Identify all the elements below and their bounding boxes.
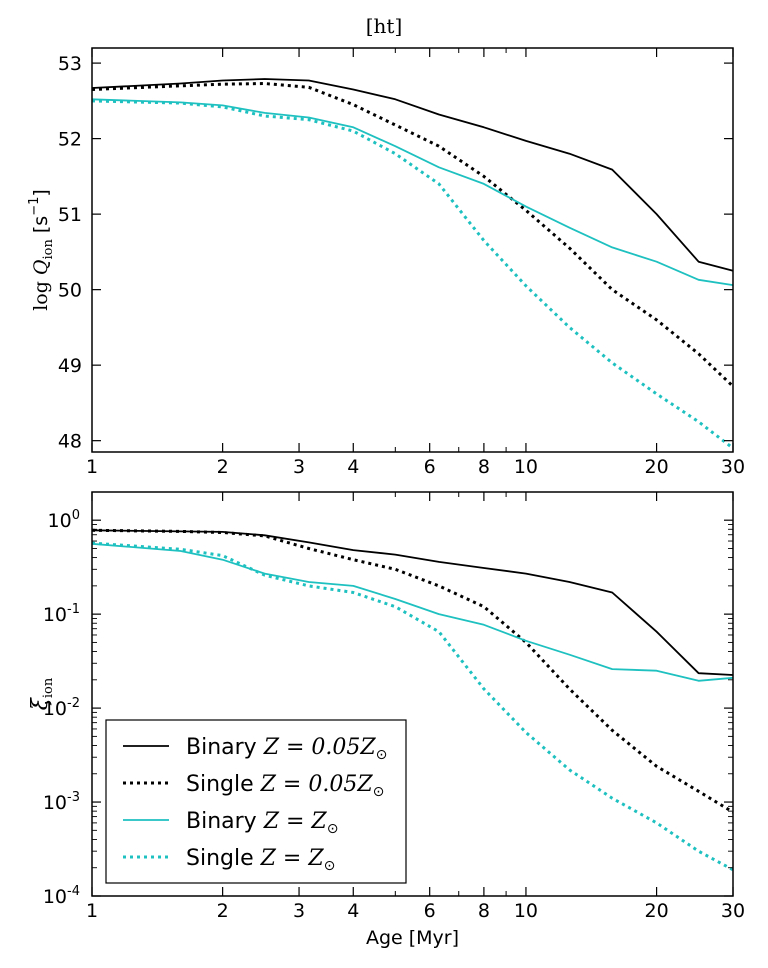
y-tick-label: 10-1 [43, 602, 80, 626]
x-tick-label: 3 [293, 900, 305, 922]
x-tick-label: 10 [514, 900, 538, 922]
series-line-cyan-solid [91, 98, 734, 286]
x-tick-label: 1 [86, 456, 98, 478]
series-line-black-dotted [91, 82, 735, 388]
y-tick-label: 49 [58, 355, 82, 377]
x-tick-label: 8 [478, 900, 490, 922]
x-axis-label: Age [Myr] [366, 927, 459, 949]
x-tick-label: 10 [514, 456, 538, 478]
page-title: [ht] [365, 14, 403, 38]
x-tick-label: 8 [478, 456, 490, 478]
y-tick-label: 53 [58, 53, 82, 75]
legend-entry-label: Binary Z = 0.05Z⊙ [186, 735, 387, 763]
y-tick-label: 100 [48, 508, 80, 532]
x-tick-label: 30 [721, 900, 745, 922]
x-tick-label: 1 [86, 900, 98, 922]
series-line-cyan-dotted [91, 541, 734, 872]
y-tick-label: 52 [58, 129, 82, 151]
series-line-cyan-dotted [91, 99, 734, 450]
x-tick-label: 30 [721, 456, 745, 478]
series-line-cyan-solid [91, 542, 734, 682]
legend-entry-label: Binary Z = Z⊙ [186, 809, 338, 837]
x-tick-label: 6 [424, 456, 436, 478]
x-tick-label: 4 [347, 900, 359, 922]
series-line-black-solid [91, 78, 734, 272]
y-axis-label: ξion [28, 677, 56, 710]
x-tick-label: 2 [217, 456, 229, 478]
panel-top-ionizing-photon-rate: 1 2 3 4 6 8 10 20 30 48 49 50 51 52 53 log Qion [s−1] [27, 47, 745, 478]
series-line-black-solid [91, 529, 734, 676]
y-tick-label: 51 [58, 204, 82, 226]
y-axis-label: log Qion [s−1] [27, 189, 56, 311]
y-tick-label: 50 [58, 280, 82, 302]
y-tick-label: 10-2 [43, 696, 80, 720]
y-tick-label: 10-3 [43, 790, 80, 814]
plot-frame [91, 47, 734, 453]
legend: Binary Z = 0.05Z⊙ Single Z = 0.05Z⊙ Binary… [105, 719, 407, 884]
x-tick-label: 20 [644, 456, 668, 478]
legend-entry-label: Single Z = 0.05Z⊙ [186, 772, 384, 800]
legend-box [105, 719, 407, 884]
x-tick-label: 20 [644, 900, 668, 922]
y-tick-label: 10-4 [43, 884, 80, 908]
x-tick-label: 4 [347, 456, 359, 478]
legend-entry-label: Single Z = Z⊙ [186, 846, 335, 874]
x-tick-label: 3 [293, 456, 305, 478]
y-tick-label: 48 [58, 431, 82, 453]
x-tick-label: 2 [217, 900, 229, 922]
x-tick-label: 6 [424, 900, 436, 922]
plot-frame [91, 491, 734, 897]
panel-bottom-ionization-efficiency: 1 2 3 4 6 8 10 20 30 100 10-1 10-2 10-3 10-4 ξion Age [… [28, 491, 745, 949]
